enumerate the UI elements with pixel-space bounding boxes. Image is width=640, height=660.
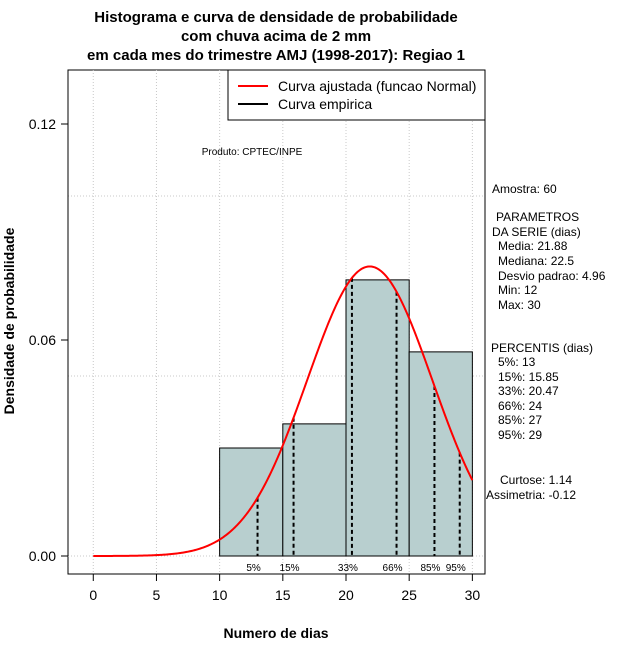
- histogram-bar-3: [345, 279, 410, 557]
- stat-curtose: Curtose: 1.14: [500, 473, 572, 487]
- stat-media: Media: 21.88: [498, 239, 568, 253]
- params-subtitle: DA SERIE (dias): [492, 225, 581, 239]
- y-axis: 0.00 0.06 0.12: [29, 116, 69, 564]
- y-tick-label-0: 0.00: [29, 548, 56, 564]
- product-label: Produto: CPTEC/INPE: [202, 147, 303, 158]
- sample-size: Amostra: 60: [492, 182, 557, 196]
- chart-title-line-1: Histograma e curva de densidade de proba…: [94, 9, 457, 26]
- stat-p95: 95%: 29: [498, 428, 542, 442]
- x-axis-label: Numero de dias: [223, 625, 328, 641]
- x-tick-label-30: 30: [465, 587, 481, 603]
- y-tick-label-1: 0.06: [29, 332, 56, 348]
- normal-fit-curve: [93, 265, 474, 557]
- stat-min: Min: 12: [498, 283, 538, 297]
- percentile-label-1: 5%: [246, 563, 261, 574]
- statistics-panel: Amostra: 60 PARAMETROS DA SERIE (dias) M…: [486, 182, 606, 502]
- stat-p85: 85%: 27: [498, 413, 542, 427]
- legend-entry-fit-curve: Curva ajustada (funcao Normal): [278, 78, 476, 94]
- stat-p66: 66%: 24: [498, 399, 542, 413]
- x-tick-label-25: 25: [401, 587, 417, 603]
- x-tick-label-15: 15: [275, 587, 291, 603]
- params-title: PARAMETROS: [496, 210, 579, 224]
- histogram-bar-2: [282, 423, 347, 557]
- percentile-label-3: 33%: [338, 563, 358, 574]
- percentile-label-6: 95%: [446, 563, 466, 574]
- histogram-bar-1: [219, 447, 284, 557]
- percentile-label-4: 66%: [383, 563, 403, 574]
- chart-title-line-2: com chuva acima de 2 mm: [181, 28, 371, 45]
- stat-p15: 15%: 15.85: [498, 370, 559, 384]
- percentile-label-5: 85%: [420, 563, 440, 574]
- stat-max: Max: 30: [498, 298, 541, 312]
- percentis-title: PERCENTIS (dias): [491, 341, 593, 355]
- y-axis-label: Densidade de probabilidade: [1, 227, 17, 414]
- x-tick-label-0: 0: [89, 587, 97, 603]
- y-tick-label-2: 0.12: [29, 116, 56, 132]
- x-tick-label-20: 20: [338, 587, 354, 603]
- legend-entry-empirical: Curva empirica: [278, 96, 372, 112]
- legend-box: [227, 69, 486, 121]
- chart-title-line-3: em cada mes do trimestre AMJ (1998-2017)…: [87, 47, 465, 64]
- stat-desvio: Desvio padrao: 4.96: [498, 269, 606, 283]
- histogram-bar-4: [408, 351, 473, 557]
- x-axis: 0 5 10 15 20 25 30: [89, 573, 481, 603]
- percentile-label-2: 15%: [280, 563, 300, 574]
- percentile-markers: 5% 15% 33% 66% 85% 95%: [246, 277, 466, 574]
- stat-assimetria: Assimetria: -0.12: [486, 488, 576, 502]
- stat-p33: 33%: 20.47: [498, 384, 559, 398]
- legend: Curva ajustada (funcao Normal) Curva emp…: [227, 69, 486, 121]
- stat-mediana: Mediana: 22.5: [498, 254, 574, 268]
- stat-p5: 5%: 13: [498, 355, 536, 369]
- x-tick-label-10: 10: [212, 587, 228, 603]
- x-tick-label-5: 5: [153, 587, 161, 603]
